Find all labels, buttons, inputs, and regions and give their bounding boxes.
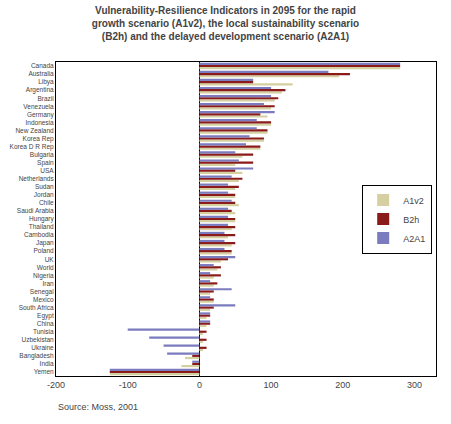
svg-text:-200: -200	[47, 380, 65, 390]
svg-text:Netherlands: Netherlands	[19, 175, 55, 182]
svg-text:Thailand: Thailand	[29, 223, 54, 230]
svg-text:Poland: Poland	[33, 247, 54, 254]
svg-text:Spain: Spain	[37, 159, 54, 167]
svg-text:Korea D R Rep: Korea D R Rep	[10, 143, 54, 151]
svg-text:Venezuela: Venezuela	[23, 103, 54, 110]
svg-text:Senegal: Senegal	[30, 288, 54, 296]
svg-text:China: China	[37, 320, 54, 327]
svg-text:Iran: Iran	[42, 280, 54, 287]
svg-text:Egypt: Egypt	[37, 312, 54, 320]
svg-text:Uzbekistan: Uzbekistan	[22, 336, 55, 343]
svg-text:Germany: Germany	[27, 111, 54, 119]
svg-text:100: 100	[264, 380, 279, 390]
svg-text:Tunisia: Tunisia	[33, 328, 54, 335]
svg-text:A1v2: A1v2	[403, 196, 424, 206]
svg-text:Hungary: Hungary	[29, 215, 54, 223]
svg-text:B2h: B2h	[403, 215, 419, 225]
svg-text:South Africa: South Africa	[19, 304, 54, 311]
svg-text:Bangladesh: Bangladesh	[19, 352, 54, 360]
svg-text:Saudi Arabia: Saudi Arabia	[17, 207, 54, 214]
svg-text:Sudan: Sudan	[35, 183, 54, 190]
svg-text:Canada: Canada	[31, 62, 54, 69]
svg-text:Indonesia: Indonesia	[25, 119, 54, 126]
svg-text:Bulgaria: Bulgaria	[30, 151, 54, 159]
svg-text:Yemen: Yemen	[34, 368, 54, 375]
svg-text:Vulnerability-Resilience Indic: Vulnerability-Resilience Indicators in 2…	[92, 5, 359, 42]
svg-text:Brazil: Brazil	[37, 95, 54, 102]
svg-text:Japan: Japan	[36, 239, 54, 247]
svg-text:Korea Rep: Korea Rep	[23, 135, 54, 143]
svg-text:Australia: Australia	[28, 70, 54, 77]
svg-text:0: 0	[197, 380, 202, 390]
svg-text:200: 200	[335, 380, 350, 390]
svg-text:UK: UK	[45, 256, 55, 263]
svg-text:Source: Moss, 2001: Source: Moss, 2001	[58, 402, 138, 412]
svg-text:300: 300	[407, 380, 422, 390]
svg-text:Libya: Libya	[38, 78, 54, 86]
svg-text:Argentina: Argentina	[26, 86, 54, 94]
svg-text:New Zealand: New Zealand	[15, 127, 54, 134]
svg-text:Mexico: Mexico	[33, 296, 54, 303]
svg-text:Cambodia: Cambodia	[24, 231, 54, 238]
svg-text:USA: USA	[40, 167, 54, 174]
svg-text:India: India	[40, 360, 54, 367]
svg-text:-100: -100	[119, 380, 137, 390]
svg-text:Chile: Chile	[39, 199, 54, 206]
svg-text:Ukraine: Ukraine	[31, 344, 54, 351]
svg-text:World: World	[37, 264, 54, 271]
svg-text:Nigeria: Nigeria	[33, 272, 54, 280]
svg-text:Jordan: Jordan	[34, 191, 54, 198]
svg-text:A2A1: A2A1	[403, 234, 425, 244]
